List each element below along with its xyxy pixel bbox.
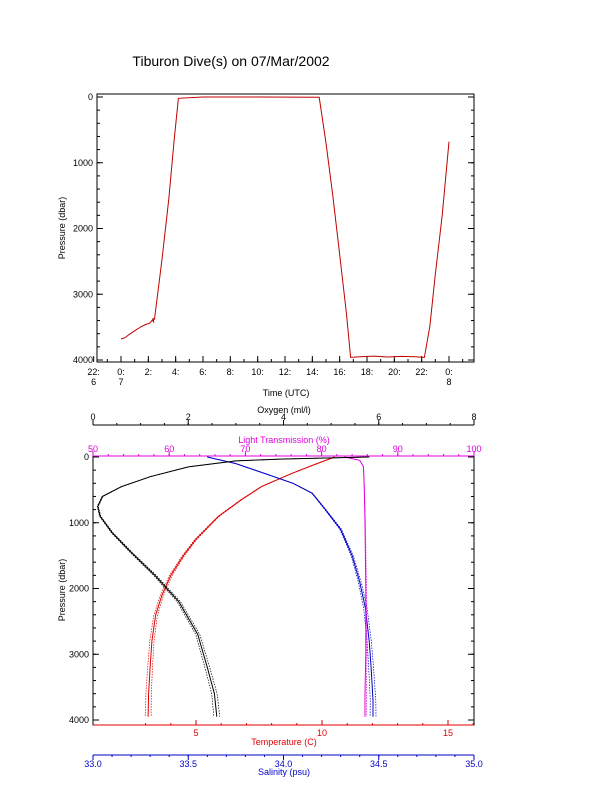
dive-track-series xyxy=(120,96,450,358)
light-transmission-line xyxy=(344,456,368,717)
dive-track-line xyxy=(120,96,450,358)
bottom-y-tick-label: 4000 xyxy=(69,715,89,725)
salinity-tick-label: 34.0 xyxy=(275,759,293,769)
temperature-tick-label: 5 xyxy=(193,728,198,738)
top-x-axis: 22:60:72: 4: 6: 8: 10: 12: 14: 16: 18: 20: 22: 0:8 xyxy=(87,356,464,387)
bottom-y-tick-label: 0 xyxy=(84,452,89,462)
top-y-axis-label: Pressure (dbar) xyxy=(57,197,67,260)
top-y-tick-label: 4000 xyxy=(73,355,93,365)
salinity-axis-label: Salinity (psu) xyxy=(258,767,310,777)
light-transmission-line xyxy=(344,456,367,717)
top-x-tick-label: 18: xyxy=(361,367,374,377)
oxygen-line xyxy=(97,456,370,717)
salinity-tick-label: 33.0 xyxy=(84,759,102,769)
bottom-axes: 0 1000 2000 3000 4000 0 2 4 6 8 50 60 70 80 90 100 5 10 15… xyxy=(69,412,483,769)
top-x-tick-label: 22: xyxy=(415,367,428,377)
top-x-tick-label: 12: xyxy=(279,367,292,377)
temperature-line xyxy=(150,456,335,717)
bottom-y-axis-label: Pressure (dbar) xyxy=(57,559,67,622)
bottom-y-tick-label: 2000 xyxy=(69,584,89,594)
light-tick-label: 100 xyxy=(466,444,481,454)
temperature-line xyxy=(147,456,335,717)
top-x-tick-label: 6 xyxy=(91,377,96,387)
top-x-axis-label: Time (UTC) xyxy=(263,388,310,398)
top-x-tick-label: 8: xyxy=(227,367,235,377)
top-x-tick-label: 4: xyxy=(172,367,180,377)
top-x-tick-label: 16: xyxy=(333,367,346,377)
top-x-tick-label: 14: xyxy=(306,367,319,377)
light-axis-label: Light Transmission (%) xyxy=(238,435,330,445)
light-tick-label: 50 xyxy=(88,444,98,454)
light-tick-label: 60 xyxy=(164,444,174,454)
profile-series xyxy=(96,456,377,717)
top-y-axis: 0 1000 2000 3000 4000 xyxy=(73,92,474,365)
temperature-axis-label: Temperature (C) xyxy=(251,737,317,747)
salinity-tick-label: 35.0 xyxy=(465,759,483,769)
oxygen-tick-label: 4 xyxy=(281,412,286,422)
top-x-tick-label: 8 xyxy=(446,377,451,387)
oxygen-tick-label: 8 xyxy=(471,412,476,422)
top-y-tick-label: 1000 xyxy=(73,158,93,168)
light-tick-label: 80 xyxy=(317,444,327,454)
salinity-line xyxy=(207,456,377,717)
top-x-tick-label: 0: xyxy=(117,367,125,377)
top-y-tick-label: 0 xyxy=(88,92,93,102)
oxygen-axis-label: Oxygen (ml/l) xyxy=(257,405,311,415)
top-x-tick-label: 6: xyxy=(199,367,207,377)
light-tick-label: 70 xyxy=(240,444,250,454)
top-y-tick-label: 3000 xyxy=(73,289,93,299)
oxygen-tick-label: 0 xyxy=(90,412,95,422)
oxygen-line xyxy=(96,456,370,717)
top-x-tick-label: 22: xyxy=(87,367,100,377)
top-y-tick-label: 2000 xyxy=(73,224,93,234)
salinity-line xyxy=(207,456,371,717)
top-x-tick-label: 0: xyxy=(445,367,453,377)
temperature-tick-label: 10 xyxy=(317,728,327,738)
salinity-tick-label: 34.5 xyxy=(370,759,388,769)
bottom-plot-frame xyxy=(92,455,475,726)
profile-panel: 0 1000 2000 3000 4000 0 2 4 6 8 50 60 70 80 90 100 5 10 15… xyxy=(57,405,483,777)
chart-title: Tiburon Dive(s) on 07/Mar/2002 xyxy=(132,53,329,69)
oxygen-tick-label: 2 xyxy=(186,412,191,422)
bottom-y-tick-label: 3000 xyxy=(69,649,89,659)
oxygen-line xyxy=(97,456,370,717)
oxygen-tick-label: 6 xyxy=(376,412,381,422)
dive-time-panel: 22:60:72: 4: 6: 8: 10: 12: 14: 16: 18: 20: 22: 0:8 … xyxy=(57,92,475,398)
top-x-tick-label: 20: xyxy=(388,367,401,377)
light-tick-label: 90 xyxy=(393,444,403,454)
bottom-y-tick-label: 1000 xyxy=(69,518,89,528)
top-x-tick-label: 2: xyxy=(145,367,153,377)
salinity-tick-label: 33.5 xyxy=(179,759,197,769)
temperature-tick-label: 15 xyxy=(443,728,453,738)
top-x-tick-label: 7 xyxy=(118,377,123,387)
top-x-tick-label: 10: xyxy=(251,367,264,377)
salinity-line xyxy=(207,456,374,717)
temperature-line xyxy=(144,456,335,717)
